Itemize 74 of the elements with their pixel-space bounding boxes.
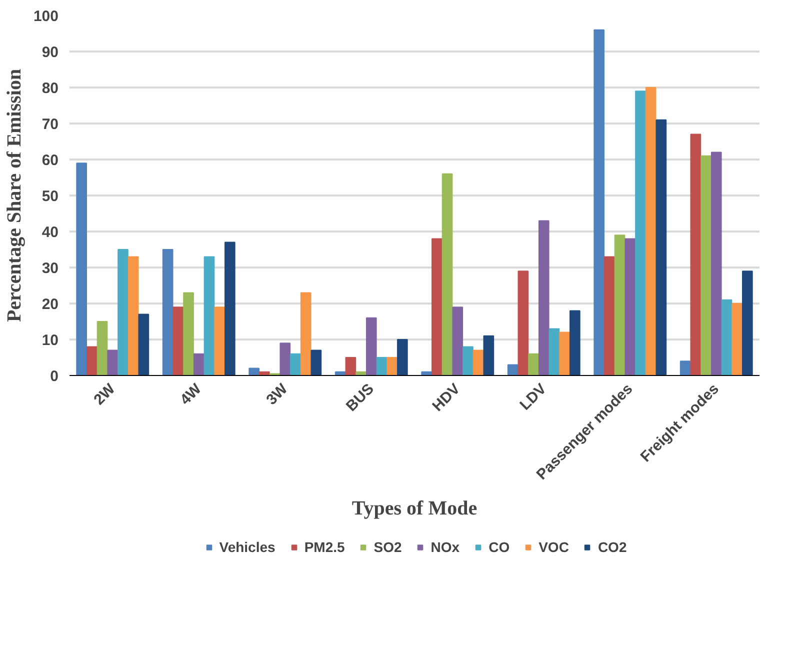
bar (483, 335, 494, 376)
bar (76, 162, 87, 376)
x-tick-label: 3W (263, 380, 292, 408)
bar (118, 249, 128, 376)
y-tick-label: 90 (42, 44, 59, 61)
y-tick-label: 60 (42, 152, 59, 169)
x-tick-label: 4W (176, 380, 206, 408)
bar (680, 360, 691, 376)
bar (280, 342, 291, 376)
bar (624, 238, 636, 376)
bar (432, 238, 442, 376)
bar (162, 249, 174, 376)
legend-label: PM2.5 (304, 539, 345, 555)
x-axis-title: Types of Mode (352, 497, 478, 520)
bar (528, 353, 539, 376)
bar (594, 29, 604, 376)
y-tick-label: 80 (42, 80, 59, 97)
bar (604, 256, 615, 376)
bar (386, 357, 398, 376)
x-tick-label: 2W (90, 380, 120, 408)
bar (138, 314, 150, 376)
bar (128, 256, 139, 376)
bar (376, 357, 388, 376)
y-tick-label: 30 (42, 260, 59, 277)
bar (635, 90, 646, 376)
bar (193, 353, 204, 376)
bar (248, 368, 260, 376)
legend-label: CO2 (598, 539, 627, 555)
bar (700, 155, 712, 376)
bar (183, 292, 194, 376)
legend-label: CO (488, 539, 510, 555)
bar (397, 339, 408, 376)
bar (310, 350, 322, 376)
bar (690, 134, 702, 376)
bar (290, 353, 301, 376)
y-tick-label: 0 (50, 368, 58, 385)
bar (224, 242, 236, 376)
bar (214, 306, 225, 376)
bar (721, 299, 732, 376)
legend-label: SO2 (374, 539, 402, 555)
y-tick-label: 10 (42, 332, 59, 349)
legend-label: NOx (430, 539, 460, 555)
bar (452, 306, 464, 376)
bar (507, 364, 518, 376)
y-tick-label: 20 (42, 296, 59, 313)
bar (204, 256, 215, 376)
bar (732, 303, 742, 376)
bar (442, 173, 453, 376)
bar (710, 152, 722, 376)
legend-label: Vehicles (219, 539, 276, 555)
bar (742, 270, 753, 376)
y-tick-label: 70 (42, 116, 59, 133)
bar (570, 310, 580, 376)
y-tick-label: 50 (42, 188, 59, 205)
bar (172, 306, 184, 376)
bar (656, 119, 667, 376)
bar (538, 220, 550, 376)
bar (96, 321, 108, 376)
bar (645, 87, 656, 376)
bar (107, 350, 118, 376)
bar (559, 332, 570, 376)
bar (300, 292, 312, 376)
y-axis-title: Percentage Share of Emission (3, 68, 26, 322)
legend-label: VOC (538, 539, 569, 555)
bar (366, 317, 377, 376)
bar (345, 357, 356, 376)
bar (462, 346, 474, 376)
y-tick-label: 100 (33, 8, 59, 25)
bar (614, 234, 626, 376)
bar (518, 270, 529, 376)
bar (548, 328, 560, 376)
y-tick-label: 40 (42, 224, 59, 241)
bar (86, 346, 98, 376)
bar (472, 350, 484, 376)
